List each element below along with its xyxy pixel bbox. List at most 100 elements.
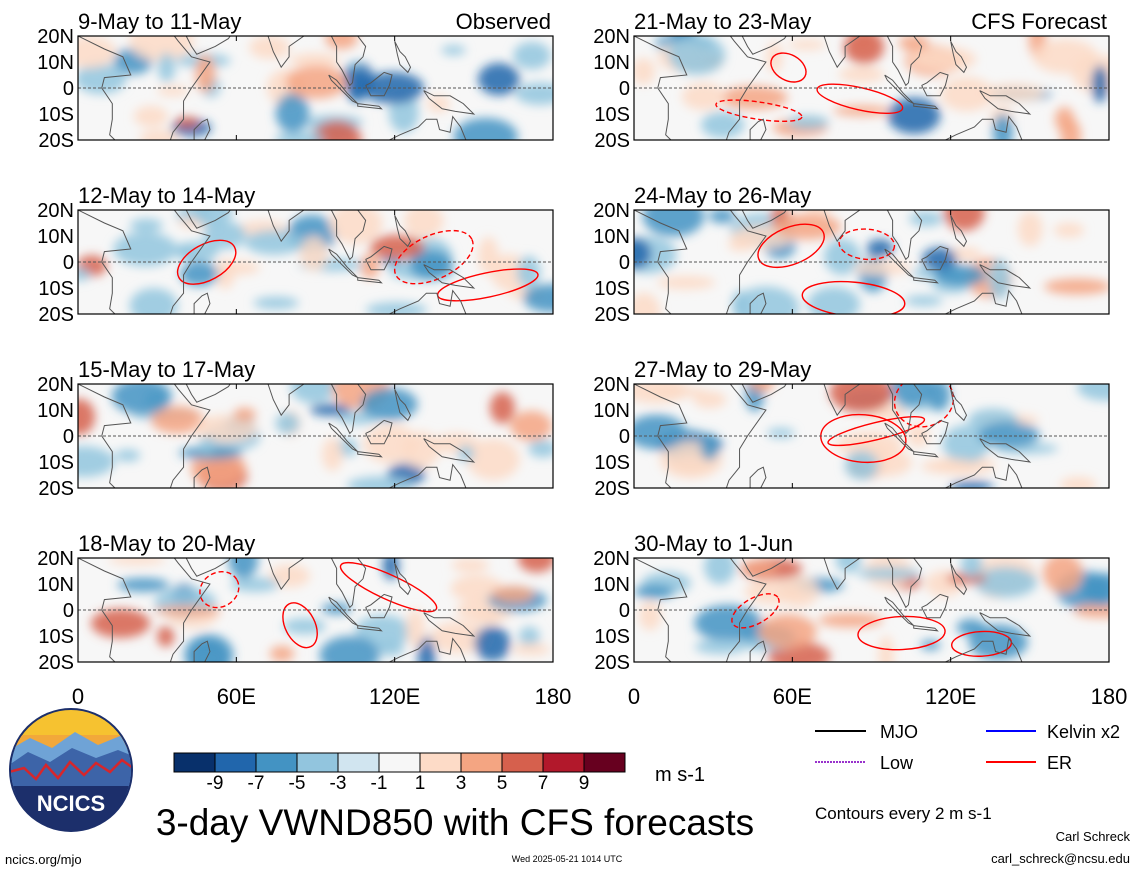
colorbar-swatch	[296, 752, 339, 773]
timestamp: Wed 2025-05-21 1014 UTC	[512, 854, 623, 864]
legend-label-low: Low	[880, 753, 914, 773]
observed-label: Observed	[456, 9, 551, 34]
y-tick-label: 10S	[594, 452, 630, 474]
colorbar: -9 -7 -5 -3 -1 1 3 5 7 9	[173, 752, 626, 794]
colorbar-swatch	[337, 752, 380, 773]
colorbar-swatch	[173, 752, 216, 773]
y-tick-label: 10N	[37, 400, 74, 422]
y-tick-label: 0	[63, 252, 74, 274]
y-tick-label: 20N	[37, 200, 74, 222]
y-tick-label: 20S	[594, 130, 630, 152]
colorbar-swatch	[214, 752, 257, 773]
colorbar-tick-label: -9	[207, 773, 224, 794]
colorbar-tick-label: -1	[371, 773, 388, 794]
y-tick-label: 20N	[37, 26, 74, 48]
anomaly-field	[78, 384, 553, 488]
y-tick-label: 20S	[38, 304, 74, 326]
y-tick-label: 0	[619, 426, 630, 448]
coastlines	[634, 558, 1032, 662]
panel-frame	[633, 557, 1110, 663]
x-tick-label: 60E	[217, 684, 256, 709]
panel-frame	[77, 35, 554, 141]
anomaly-field	[634, 210, 1109, 314]
y-tick-label: 10S	[594, 104, 630, 126]
colorbar-tick-label: -3	[330, 773, 347, 794]
y-tick-label: 10S	[38, 626, 74, 648]
panel-title: 27-May to 29-May	[634, 357, 811, 382]
colorbar-swatch	[419, 752, 462, 773]
x-tick-label: 60E	[773, 684, 812, 709]
panel-frame	[633, 35, 1110, 141]
colorbar-units: m s-1	[655, 764, 705, 786]
y-tick-label: 10N	[593, 226, 630, 248]
author-email[interactable]: carl_schreck@ncsu.edu	[991, 851, 1130, 866]
y-tick-label: 0	[63, 426, 74, 448]
y-tick-label: 10S	[594, 626, 630, 648]
y-tick-label: 10N	[593, 52, 630, 74]
logo-text: NCICS	[37, 791, 105, 816]
panel-title: 12-May to 14-May	[78, 183, 255, 208]
panel-title: 30-May to 1-Jun	[634, 531, 793, 556]
colorbar-swatch	[501, 752, 544, 773]
y-tick-label: 0	[619, 78, 630, 100]
contour-legend: MJO Kelvin x2 Low ER	[815, 722, 1120, 773]
panel-title: 18-May to 20-May	[78, 531, 255, 556]
y-tick-label: 0	[619, 600, 630, 622]
colorbar-tick-label: 5	[497, 773, 508, 794]
site-link[interactable]: ncics.org/mjo	[5, 852, 82, 867]
colorbar-swatch	[378, 752, 421, 773]
coastlines	[78, 558, 476, 662]
y-tick-label: 20S	[594, 304, 630, 326]
colorbar-swatch	[255, 752, 298, 773]
panel-frame	[77, 557, 554, 663]
colorbar-swatch	[542, 752, 585, 773]
y-tick-label: 20S	[38, 478, 74, 500]
coastlines	[634, 36, 1032, 140]
legend-label-mjo: MJO	[880, 722, 918, 742]
contour-note: Contours every 2 m s-1	[815, 804, 992, 823]
y-tick-label: 10N	[593, 574, 630, 596]
anomaly-field	[90, 558, 553, 662]
y-tick-label: 10S	[38, 104, 74, 126]
panel-frame	[633, 383, 1110, 489]
colorbar-tick-label: 7	[538, 773, 549, 794]
y-tick-label: 20N	[593, 548, 630, 570]
x-tick-label: 120E	[925, 684, 976, 709]
y-tick-label: 20N	[593, 200, 630, 222]
y-tick-label: 0	[619, 252, 630, 274]
ncics-logo: NCICS	[9, 708, 133, 832]
y-tick-label: 20N	[37, 374, 74, 396]
colorbar-swatch	[583, 752, 626, 773]
coastlines	[634, 384, 1032, 488]
colorbar-tick-label: -5	[289, 773, 306, 794]
er-contours	[757, 223, 906, 314]
x-axes: 0 60E 120E 180 0 60E 120E 180	[72, 684, 1127, 709]
colorbar-swatch	[460, 752, 503, 773]
y-tick-label: 10S	[38, 452, 74, 474]
er-contours	[715, 52, 904, 123]
figure-title: 3-day VWND850 with CFS forecasts	[156, 802, 754, 843]
panel-title: 21-May to 23-May	[634, 9, 811, 34]
panel-frame	[633, 209, 1110, 315]
panel-frame	[77, 383, 554, 489]
x-tick-label: 180	[1091, 684, 1128, 709]
y-tick-label: 20S	[38, 652, 74, 674]
coastlines	[78, 36, 476, 140]
x-tick-label: 0	[628, 684, 640, 709]
anomaly-field	[78, 36, 553, 140]
x-tick-label: 120E	[369, 684, 420, 709]
y-tick-label: 10N	[593, 400, 630, 422]
colorbar-tick-label: -7	[248, 773, 265, 794]
legend-label-er: ER	[1047, 753, 1072, 773]
er-contours	[199, 561, 438, 649]
colorbar-tick-label: 3	[456, 773, 467, 794]
x-tick-label: 0	[72, 684, 84, 709]
